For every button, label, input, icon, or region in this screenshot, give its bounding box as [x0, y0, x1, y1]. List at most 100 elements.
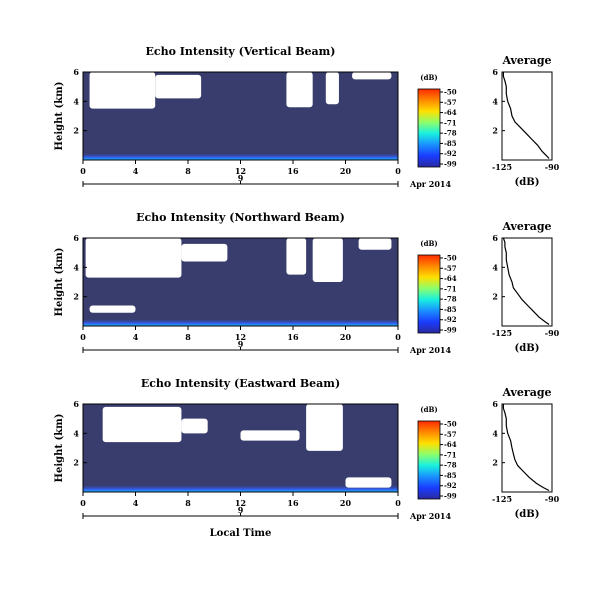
x-tick-label: 0 — [395, 332, 401, 342]
average-profile-line — [502, 237, 550, 325]
colorbar-tick-label: -50 — [444, 88, 457, 97]
colorbar-tick-label: -85 — [444, 139, 457, 148]
no-data-region — [325, 72, 339, 105]
x-tick-label: 20 — [340, 166, 352, 176]
average-profile-line — [502, 72, 550, 159]
colorbar-tick-label: -57 — [444, 430, 457, 439]
date-label: 9 — [238, 339, 244, 349]
y-tick-label: 2 — [73, 126, 79, 136]
x-axis-label: Local Time — [210, 528, 272, 539]
colorbar-tick-label: -50 — [444, 420, 457, 429]
x-tick-label: 16 — [287, 166, 299, 176]
x-tick-label: 4 — [133, 498, 139, 508]
no-data-region — [345, 477, 392, 488]
panel-title: Echo Intensity (Northward Beam) — [136, 211, 345, 224]
colorbar-tick-label: -85 — [444, 471, 457, 480]
colorbar-tick-label: -92 — [444, 315, 457, 324]
colorbar-unit: (dB) — [420, 405, 437, 414]
y-tick-label: 6 — [73, 67, 79, 77]
colorbar-tick-label: -92 — [444, 149, 457, 158]
no-data-region — [102, 406, 182, 443]
average-y-tick-label: 4 — [492, 96, 498, 106]
average-x-tick-label: -125 — [492, 328, 512, 338]
colorbar-tick-label: -99 — [444, 326, 457, 335]
colorbar-tick-label: -78 — [444, 129, 457, 138]
colorbar — [417, 88, 441, 168]
average-x-tick-label: -125 — [492, 162, 512, 172]
no-data-region — [85, 238, 182, 278]
average-profile-line — [502, 404, 550, 492]
average-y-tick-label: 2 — [492, 458, 498, 468]
average-x-tick-label: -90 — [545, 494, 560, 504]
panel-title: Echo Intensity (Vertical Beam) — [145, 45, 335, 58]
colorbar-tick-label: -57 — [444, 98, 457, 107]
no-data-region — [352, 72, 392, 80]
x-tick-label: 4 — [133, 166, 139, 176]
colorbar-tick-label: -71 — [444, 450, 457, 459]
panel-title: Echo Intensity (Eastward Beam) — [141, 377, 340, 390]
average-title: Average — [501, 54, 551, 67]
x-tick-label: 8 — [185, 498, 191, 508]
colorbar-tick-label: -78 — [444, 461, 457, 470]
y-tick-label: 6 — [73, 399, 79, 409]
colorbar-tick-label: -57 — [444, 264, 457, 273]
x-tick-label: 0 — [395, 166, 401, 176]
y-tick-label: 4 — [73, 428, 79, 438]
x-tick-label: 0 — [395, 498, 401, 508]
average-y-tick-label: 2 — [492, 292, 498, 302]
colorbar-unit: (dB) — [420, 73, 437, 82]
date-label: 9 — [238, 173, 244, 183]
average-title: Average — [501, 220, 551, 233]
x-tick-label: 0 — [80, 498, 86, 508]
x-tick-label: 8 — [185, 332, 191, 342]
date-suffix: Apr 2014 — [409, 511, 452, 521]
colorbar-tick-label: -71 — [444, 118, 457, 127]
average-x-label: (dB) — [515, 343, 540, 354]
average-x-label: (dB) — [515, 177, 540, 188]
x-tick-label: 12 — [235, 498, 246, 508]
no-data-region — [155, 74, 202, 99]
no-data-region — [286, 238, 307, 275]
date-label: 9 — [238, 505, 244, 515]
colorbar-tick-label: -99 — [444, 160, 457, 169]
colorbar-tick-label: -78 — [444, 295, 457, 304]
y-tick-label: 4 — [73, 262, 79, 272]
average-x-tick-label: -90 — [545, 328, 560, 338]
date-suffix: Apr 2014 — [409, 179, 452, 189]
average-frame — [501, 71, 553, 161]
date-suffix: Apr 2014 — [409, 345, 452, 355]
y-axis-label: Height (km) — [54, 82, 65, 151]
colorbar-tick-label: -85 — [444, 305, 457, 314]
colorbar-tick-label: -92 — [444, 481, 457, 490]
no-data-region — [312, 238, 343, 282]
surface-echo-band — [83, 153, 398, 160]
x-tick-label: 4 — [133, 332, 139, 342]
average-title: Average — [501, 386, 551, 399]
x-tick-label: 8 — [185, 166, 191, 176]
average-y-tick-label: 4 — [492, 428, 498, 438]
x-tick-label: 16 — [287, 332, 299, 342]
colorbar-tick-label: -64 — [444, 108, 457, 117]
average-y-tick-label: 6 — [492, 233, 498, 243]
colorbar — [417, 420, 441, 500]
x-tick-label: 0 — [80, 166, 86, 176]
x-tick-label: 16 — [287, 498, 299, 508]
x-tick-label: 20 — [340, 498, 352, 508]
average-x-label: (dB) — [515, 509, 540, 520]
no-data-region — [286, 72, 313, 108]
y-tick-label: 2 — [73, 292, 79, 302]
colorbar-unit: (dB) — [420, 239, 437, 248]
no-data-region — [89, 305, 136, 313]
surface-echo-band — [83, 319, 398, 326]
y-axis-label: Height (km) — [54, 248, 65, 317]
average-y-tick-label: 6 — [492, 399, 498, 409]
average-y-tick-label: 2 — [492, 126, 498, 136]
average-frame — [501, 403, 553, 493]
no-data-region — [240, 430, 300, 441]
x-tick-label: 12 — [235, 166, 246, 176]
colorbar-tick-label: -64 — [444, 440, 457, 449]
no-data-region — [181, 243, 228, 262]
y-tick-label: 6 — [73, 233, 79, 243]
y-tick-label: 4 — [73, 96, 79, 106]
